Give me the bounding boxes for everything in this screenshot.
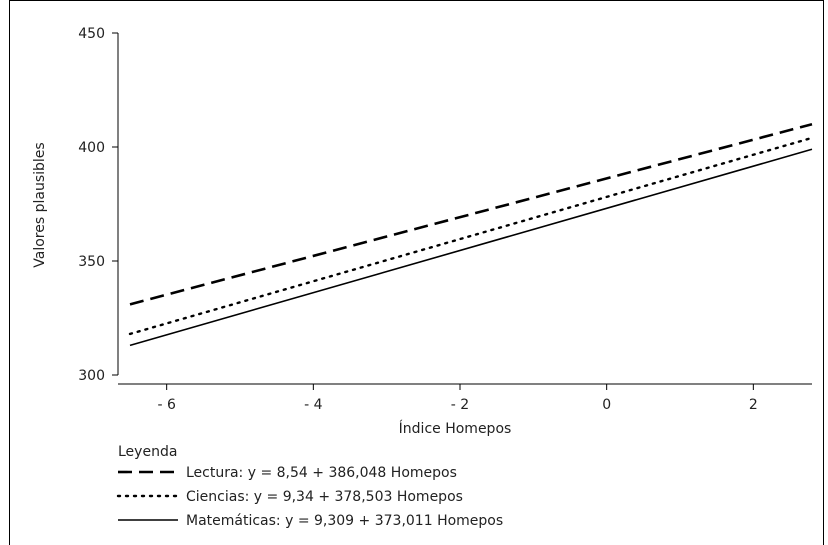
y-tick-label: 450 xyxy=(78,26,105,42)
y-tick-label: 400 xyxy=(78,140,105,156)
x-tick-label: 2 xyxy=(749,397,758,413)
series-lines xyxy=(128,122,814,347)
legend-entry: Lectura: y = 8,54 + 386,048 Homepos xyxy=(186,465,457,481)
legend-entry: Matemáticas: y = 9,309 + 373,011 Homepos xyxy=(186,513,503,529)
series-line-dashed xyxy=(129,122,813,306)
figure-frame xyxy=(9,0,824,545)
x-tick-label: - 2 xyxy=(451,397,469,413)
x-ticks: - 6 - 4 - 2 0 2 xyxy=(157,384,758,413)
y-tick-label: 300 xyxy=(78,368,105,384)
series-line-solid xyxy=(129,148,813,347)
legend-title: Leyenda xyxy=(118,444,177,460)
legend: Leyenda Lectura: y = 8,54 + 386,048 Home… xyxy=(116,444,503,529)
legend-entry: Ciencias: y = 9,34 + 378,503 Homepos xyxy=(186,489,463,505)
y-tick-label: 350 xyxy=(78,254,105,270)
x-tick-label: 0 xyxy=(602,397,611,413)
y-axis-label: Valores plausibles xyxy=(32,142,48,267)
series-line-dotted xyxy=(128,136,814,336)
legend-items: Lectura: y = 8,54 + 386,048 Homepos Cienc… xyxy=(116,465,503,529)
x-tick-label: - 6 xyxy=(157,397,176,413)
x-axis-label: Índice Homepos xyxy=(399,420,512,437)
y-ticks: 300 350 400 450 xyxy=(78,26,118,384)
x-tick-label: - 4 xyxy=(304,397,323,413)
